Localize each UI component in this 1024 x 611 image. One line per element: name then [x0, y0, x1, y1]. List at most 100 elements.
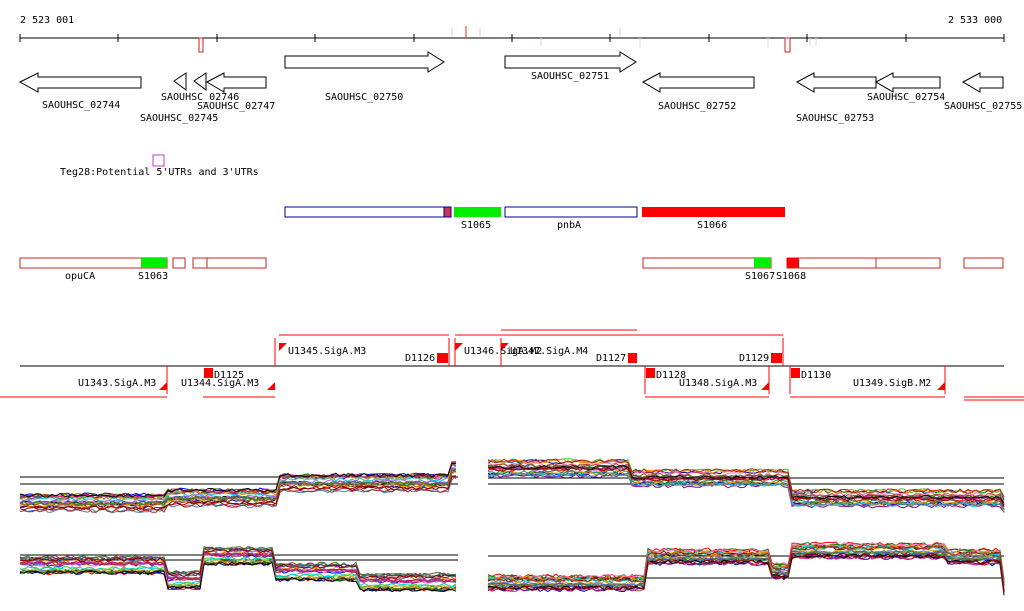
coordinate-ruler: 2 523 001 2 533 000 [19, 15, 1005, 53]
gene-arrow-2744[interactable] [18, 72, 142, 93]
feature-pnbA[interactable] [504, 206, 638, 218]
expression-trace [487, 545, 1005, 586]
ruler-ticks [19, 34, 1005, 42]
gene-label-2752[interactable]: SAOUHSC_02752 [658, 101, 736, 112]
expression-trace [19, 469, 457, 506]
gene-labels: SAOUHSC_02744 SAOUHSC_02746 SAOUHSC_0274… [42, 71, 1022, 124]
feature-S1067[interactable] [754, 258, 771, 268]
feature-box-g[interactable] [963, 257, 1004, 269]
seg-label-D1128[interactable]: D1128 [656, 370, 686, 381]
gene-label-2745[interactable]: SAOUHSC_02745 [140, 113, 218, 124]
marker-D1127[interactable] [628, 353, 637, 363]
expression-trace [19, 548, 457, 580]
gene-arrow-2755[interactable] [961, 72, 1004, 93]
feature-box-d[interactable] [642, 257, 772, 269]
feature-box-c[interactable] [206, 257, 267, 269]
seg-label-U1347[interactable]: U1347.SigA.M4 [510, 346, 588, 357]
feature-box-b[interactable] [192, 257, 208, 269]
feature-box-2750-region[interactable] [284, 206, 452, 218]
gene-arrow-2751[interactable] [504, 51, 637, 73]
gene-label-2754[interactable]: SAOUHSC_02754 [867, 92, 945, 103]
expression-trace [487, 466, 1005, 507]
ruler-start-label: 2 523 001 [20, 15, 74, 26]
seg-label-D1125[interactable]: D1125 [214, 370, 244, 381]
seg-label-D1129[interactable]: D1129 [739, 353, 769, 364]
expression-panel-bottom-left [19, 546, 458, 593]
seg-label-D1127[interactable]: D1127 [596, 353, 626, 364]
expression-panel-bottom-right [487, 541, 1005, 596]
gene-arrow-2752[interactable] [641, 72, 755, 93]
segment-track: U1343.SigA.M3 U1344.SigA.M3 U1345.SigA.M… [0, 329, 1024, 401]
teg28-track: Teg28:Potential 5'UTRs and 3'UTRs [60, 154, 259, 178]
label-S1066: S1066 [697, 220, 727, 231]
gene-arrow-2754[interactable] [874, 72, 941, 93]
expression-trace [487, 554, 1005, 592]
expression-trace [19, 475, 457, 513]
seg-label-U1345[interactable]: U1345.SigA.M3 [288, 346, 366, 357]
expression-trace [487, 458, 1005, 498]
marker-D1126[interactable] [437, 353, 448, 363]
label-opuCA: opuCA [65, 271, 95, 282]
expression-trace [487, 553, 1005, 593]
expression-panel-top-left [19, 461, 458, 514]
expression-trace [19, 546, 457, 577]
gene-label-2744[interactable]: SAOUHSC_02744 [42, 100, 120, 111]
feature-S1068[interactable] [787, 258, 799, 268]
expression-trace [487, 472, 1005, 513]
seg-label-U1348[interactable]: U1348.SigA.M3 [679, 378, 757, 389]
gene-arrow-2746b[interactable] [193, 72, 207, 91]
label-pnbA: pnbA [557, 220, 581, 231]
gene-arrow-2747[interactable] [205, 72, 267, 93]
teg28-label: Teg28:Potential 5'UTRs and 3'UTRs [60, 167, 259, 178]
expression-trace [19, 561, 457, 593]
expression-panel-top-right [487, 458, 1005, 513]
marker-D1130[interactable] [791, 368, 800, 378]
gene-track [18, 51, 1004, 93]
feature-S1063[interactable] [141, 258, 167, 268]
expression-trace [487, 466, 1005, 507]
seg-label-U1349[interactable]: U1349.SigB.M2 [853, 378, 931, 389]
segment-flags [159, 343, 945, 390]
ruler-end-label: 2 533 000 [948, 15, 1002, 26]
expression-trace [487, 553, 1005, 593]
gene-label-2746[interactable]: SAOUHSC_02746 [161, 92, 239, 103]
feature-track-2: opuCA S1063 S1067 S1068 [19, 257, 1004, 282]
gene-arrow-2750[interactable] [284, 51, 445, 73]
feature-box-a[interactable] [172, 257, 186, 269]
feature-S1066[interactable] [642, 207, 785, 217]
teg28-marker[interactable] [152, 154, 165, 167]
marker-D1128[interactable] [646, 368, 655, 378]
gene-label-2750[interactable]: SAOUHSC_02750 [325, 92, 403, 103]
feature-box-2750-end [443, 206, 452, 218]
expression-trace [19, 463, 457, 498]
expression-trace [19, 467, 457, 504]
gene-arrow-2746[interactable] [173, 72, 187, 91]
gene-label-2755[interactable]: SAOUHSC_02755 [944, 101, 1022, 112]
feature-box-f[interactable] [875, 257, 941, 269]
seg-label-U1344[interactable]: U1344.SigA.M3 [181, 378, 259, 389]
expression-trace [487, 545, 1005, 584]
seg-label-U1343[interactable]: U1343.SigA.M3 [78, 378, 156, 389]
ruler-marks [198, 26, 817, 53]
expression-panels [19, 458, 1005, 596]
seg-label-U1346[interactable]: U1346.SigA.M2 [464, 346, 542, 357]
marker-D1125[interactable] [204, 368, 213, 378]
feature-box-e[interactable] [786, 257, 877, 269]
segment-spans [0, 329, 1024, 401]
gene-label-2753[interactable]: SAOUHSC_02753 [796, 113, 874, 124]
gene-arrow-2753[interactable] [795, 72, 877, 93]
gene-label-2747[interactable]: SAOUHSC_02747 [197, 101, 275, 112]
feature-S1065[interactable] [454, 207, 501, 217]
expression-trace [487, 542, 1005, 581]
segment-labels: U1343.SigA.M3 U1344.SigA.M3 U1345.SigA.M… [78, 346, 931, 389]
expression-trace [19, 475, 457, 511]
marker-D1129[interactable] [771, 353, 782, 363]
gene-label-2751[interactable]: SAOUHSC_02751 [531, 71, 609, 82]
label-S1065: S1065 [461, 220, 491, 231]
feature-track-1: S1065 pnbA S1066 [284, 206, 785, 231]
seg-label-D1126[interactable]: D1126 [405, 353, 435, 364]
seg-label-D1130[interactable]: D1130 [801, 370, 831, 381]
label-S1067: S1067 [745, 271, 775, 282]
expression-trace [19, 551, 457, 584]
